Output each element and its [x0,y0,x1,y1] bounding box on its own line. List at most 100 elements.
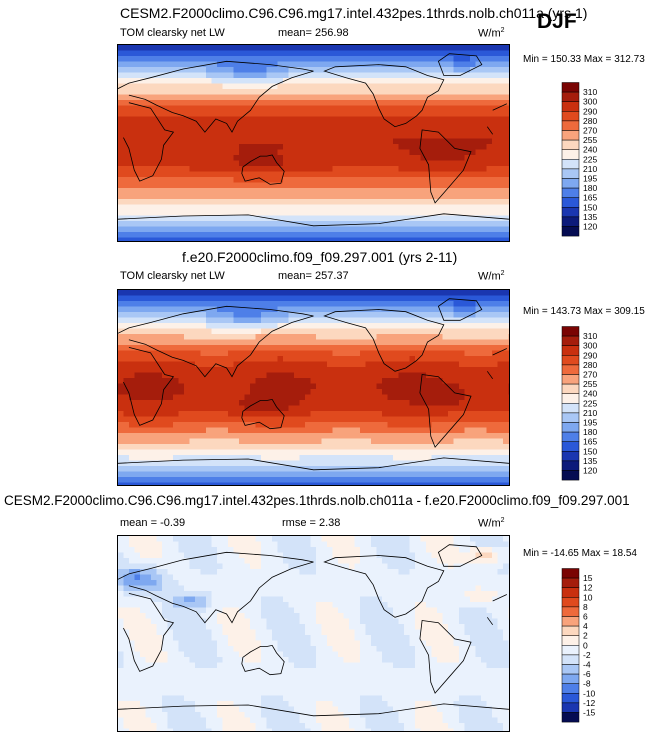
field-cell [129,171,135,178]
field-cell [404,67,410,73]
field-cell [420,177,427,183]
field-cell [206,177,212,183]
field-cell [360,328,366,335]
field-cell [244,345,251,351]
field-cell [481,193,487,200]
field-cell [398,94,405,101]
field-cell [409,89,416,95]
field-cell [415,67,421,73]
field-cell [382,290,388,296]
field-cell [167,312,174,318]
field-cell [404,94,410,101]
field-cell [255,160,262,167]
field-cell [239,133,245,139]
field-cell [217,144,223,150]
field-cell [118,138,124,145]
field-cell [497,160,504,167]
field-cell [321,83,328,90]
field-cell [481,290,487,296]
field-cell [228,144,234,150]
field-cell [145,378,152,384]
field-cell [354,449,361,456]
field-cell [250,334,256,340]
field-cell [151,444,157,450]
field-cell [277,116,284,123]
field-cell [173,199,179,205]
field-cell [310,72,317,79]
field-cell [140,127,146,134]
field-cell [360,466,366,472]
field-cell [316,166,322,172]
field-cell [503,182,509,189]
field-cell [360,317,366,324]
field-cell [481,160,487,167]
field-cell [189,422,196,428]
field-cell [481,67,487,73]
field-cell [426,460,432,467]
field-cell [250,72,256,79]
field-cell [464,400,471,406]
field-cell [327,56,333,62]
field-cell [492,237,498,241]
field-cell [431,405,438,412]
field-cell [420,345,427,351]
field-cell [316,345,322,351]
field-cell [217,295,223,302]
field-cell [492,105,498,112]
field-cell [156,221,163,227]
field-cell [404,177,410,183]
field-cell [189,89,196,95]
field-cell [426,111,432,117]
field-cell [239,378,245,384]
field-cell [173,155,179,161]
field-cell [448,449,454,456]
field-cell [250,160,256,167]
field-cell [283,182,289,189]
field-cell [134,466,141,472]
field-cell [382,94,388,101]
field-cell [409,83,416,90]
field-cell [349,199,355,205]
field-cell [118,127,124,134]
field-cell [360,133,366,139]
field-cell [420,422,427,428]
field-cell [283,215,289,222]
field-cell [200,295,207,302]
field-cell [448,45,454,51]
field-cell [409,50,416,57]
field-cell [277,199,284,205]
field-cell [360,422,366,428]
field-cell [365,72,372,79]
field-cell [123,427,130,434]
field-cell [195,105,201,112]
field-cell [162,295,168,302]
field-cell [349,177,355,183]
field-cell [310,226,317,233]
field-cell [178,433,185,439]
field-cell [387,350,394,357]
field-cell [211,345,218,351]
field-cell [453,83,460,90]
field-cell [123,317,130,324]
field-cell [426,221,432,227]
field-cell [448,438,454,445]
field-cell [288,215,295,222]
field-cell [195,460,201,467]
field-cell [470,405,476,412]
field-cell [299,334,306,340]
field-cell [365,226,372,233]
field-cell [178,50,185,57]
field-cell [162,78,168,84]
field-cell [486,100,493,106]
field-cell [233,226,240,233]
field-cell [233,394,240,401]
field-cell [217,72,223,79]
field-cell [453,460,460,467]
field-cell [464,449,471,456]
field-cell [327,372,333,379]
field-cell [228,334,234,340]
field-cell [503,45,509,51]
field-cell [299,94,306,101]
field-cell [448,89,454,95]
field-cell [360,56,366,62]
